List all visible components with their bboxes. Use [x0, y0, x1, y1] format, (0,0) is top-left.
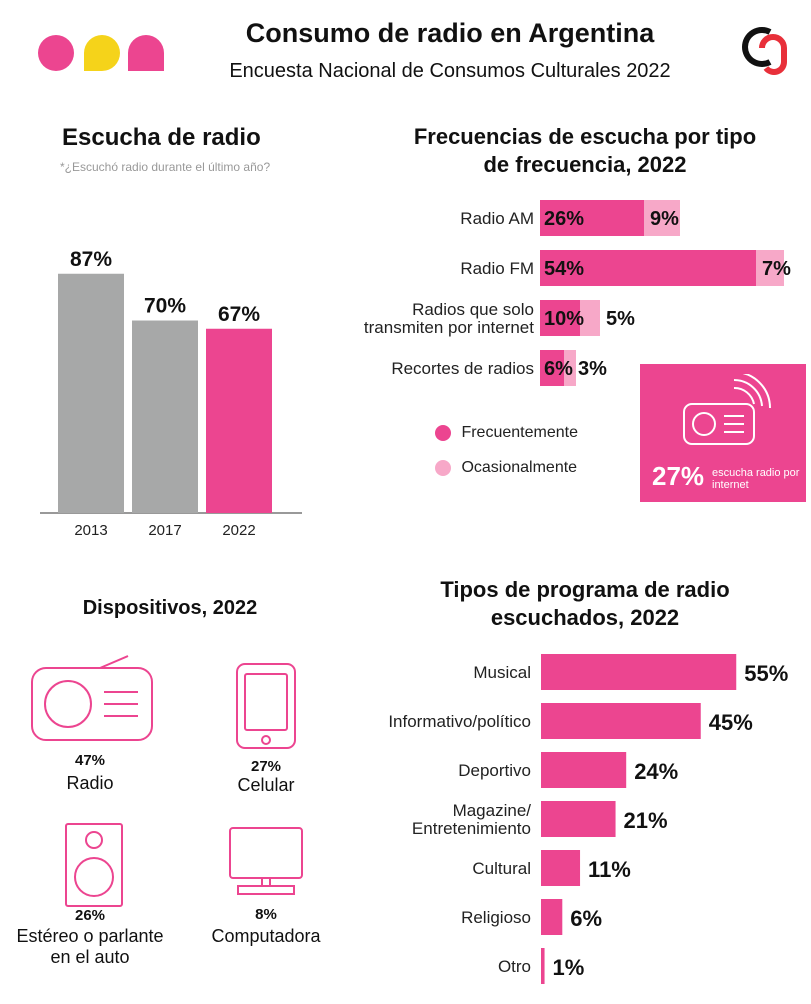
freq-bar-frecuente-2	[540, 300, 580, 336]
page-subtitle: Encuesta Nacional de Consumos Culturales…	[229, 60, 671, 82]
program-category-1-line-0: Informativo/político	[388, 712, 531, 731]
listening-tick-2017: 2017	[148, 522, 181, 539]
freq-value-ocasional-3: 3%	[578, 358, 607, 380]
freq-bar-ocasional-0	[644, 200, 680, 236]
freq-value-ocasional-1: 7%	[762, 258, 791, 280]
device-name-estereo: Estéreo o parlante en el auto	[16, 926, 164, 967]
listening-tick-2022: 2022	[222, 522, 255, 539]
program-category-5-line-0: Religioso	[461, 908, 531, 927]
listening-chart-title: Escucha de radio	[62, 124, 261, 151]
program-category-3-line-0: Magazine/	[453, 801, 532, 820]
program-bar-5	[541, 899, 563, 935]
freq-category-2-line-0: Radios que solo	[412, 300, 534, 319]
partner-logo	[742, 27, 787, 75]
device-pct-estereo: 26%	[74, 907, 106, 924]
program-bar-1	[541, 703, 701, 739]
freq-bar-frecuente-3	[540, 350, 564, 386]
device-pct-celular: 27%	[250, 758, 282, 775]
freq-bar-frecuente-1	[540, 250, 756, 286]
freq-value-frecuente-1: 54%	[544, 258, 584, 280]
program-value-3: 21%	[624, 808, 668, 833]
program-value-5: 6%	[570, 906, 602, 931]
listening-tick-2013: 2013	[74, 522, 107, 539]
internet-radio-card: 27% escucha radio por internet	[640, 364, 806, 502]
program-bar-2	[541, 752, 627, 788]
frequency-chart-title: Frecuencias de escucha por tipo de frecu…	[413, 124, 757, 177]
freq-category-1-line-0: Radio FM	[460, 259, 534, 278]
freq-bar-frecuente-0	[540, 200, 644, 236]
internet-radio-pct: 27%	[652, 461, 705, 491]
legend-ocasionalmente: Ocasionalmente	[435, 459, 577, 477]
freq-category-3-line-0: Recortes de radios	[391, 359, 534, 378]
program-type-chart: Musical 55% Informativo/político 45% Deporti…	[388, 654, 788, 984]
brand-logo	[38, 35, 164, 71]
program-value-6: 1%	[553, 955, 585, 980]
program-bar-0	[541, 654, 737, 690]
program-category-3-line-1: Entretenimiento	[412, 819, 531, 838]
internet-radio-text: escucha radio por internet	[712, 467, 800, 491]
program-category-2-line-0: Deportivo	[458, 761, 531, 780]
devices-title: Dispositivos, 2022	[82, 597, 258, 619]
freq-category-0-line-0: Radio AM	[460, 209, 534, 228]
program-bar-4	[541, 850, 581, 886]
freq-bar-ocasional-2	[580, 300, 600, 336]
device-name-computadora: Computadora	[211, 926, 321, 946]
program-category-0-line-0: Musical	[473, 663, 531, 682]
device-name-radio: Radio	[66, 773, 114, 793]
legend-swatch-ocasionalmente	[435, 460, 451, 476]
legend-label-ocasionalmente: Ocasionalmente	[461, 459, 578, 476]
freq-category-2-line-1: transmiten por internet	[364, 318, 534, 337]
listening-bar-2017	[132, 320, 198, 513]
device-name-celular: Celular	[237, 775, 295, 795]
legend-swatch-frecuentemente	[435, 425, 451, 441]
program-bar-6	[541, 948, 545, 984]
listening-bar-chart: 87% 2013 70% 2017 67% 2022	[40, 248, 302, 539]
listening-value-2022: 67%	[218, 303, 260, 326]
freq-value-frecuente-0: 26%	[544, 208, 584, 230]
listening-value-2013: 87%	[70, 248, 112, 271]
freq-bar-ocasional-1	[756, 250, 784, 286]
freq-value-frecuente-2: 10%	[544, 308, 584, 330]
device-pct-computadora: 8%	[255, 906, 277, 923]
radio-icon	[31, 655, 153, 741]
frequency-stacked-chart: Radio AM 26% 9% Radio FM 54% 7% Radios que sol…	[364, 200, 791, 386]
internet-radio-icon	[683, 374, 771, 445]
legend-label-frecuentemente: Frecuentemente	[461, 424, 578, 441]
freq-value-ocasional-2: 5%	[606, 308, 635, 330]
monitor-icon	[229, 827, 303, 895]
program-value-2: 24%	[634, 759, 678, 784]
speaker-icon	[65, 823, 123, 907]
program-value-4: 11%	[588, 857, 631, 882]
program-value-1: 45%	[709, 710, 753, 735]
listening-bar-2013	[58, 273, 124, 513]
freq-value-frecuente-3: 6%	[544, 358, 573, 380]
phone-icon	[236, 663, 296, 749]
listening-bar-2022	[206, 328, 272, 513]
program-chart-title: Tipos de programa de radio escuchados, 2…	[440, 577, 730, 630]
page-title: Consumo de radio en Argentina	[245, 18, 655, 48]
program-category-6-line-0: Otro	[498, 957, 531, 976]
program-category-4-line-0: Cultural	[472, 859, 531, 878]
device-pct-radio: 47%	[74, 752, 106, 769]
program-bar-3	[541, 801, 616, 837]
listening-value-2017: 70%	[144, 295, 186, 318]
listening-chart-subtitle: *¿Escuchó radio durante el último año?	[60, 160, 271, 174]
freq-value-ocasional-0: 9%	[650, 208, 679, 230]
legend-frecuentemente: Frecuentemente	[435, 424, 578, 442]
freq-bar-ocasional-3	[564, 350, 576, 386]
program-value-0: 55%	[744, 661, 788, 686]
